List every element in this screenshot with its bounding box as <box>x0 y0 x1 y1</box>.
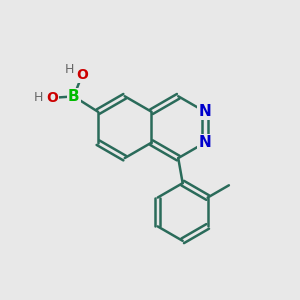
Text: N: N <box>199 135 212 150</box>
Text: N: N <box>199 104 212 119</box>
Text: H: H <box>65 63 74 76</box>
Text: O: O <box>46 91 58 105</box>
Text: O: O <box>76 68 88 82</box>
Text: B: B <box>68 89 80 104</box>
Text: H: H <box>34 92 43 104</box>
